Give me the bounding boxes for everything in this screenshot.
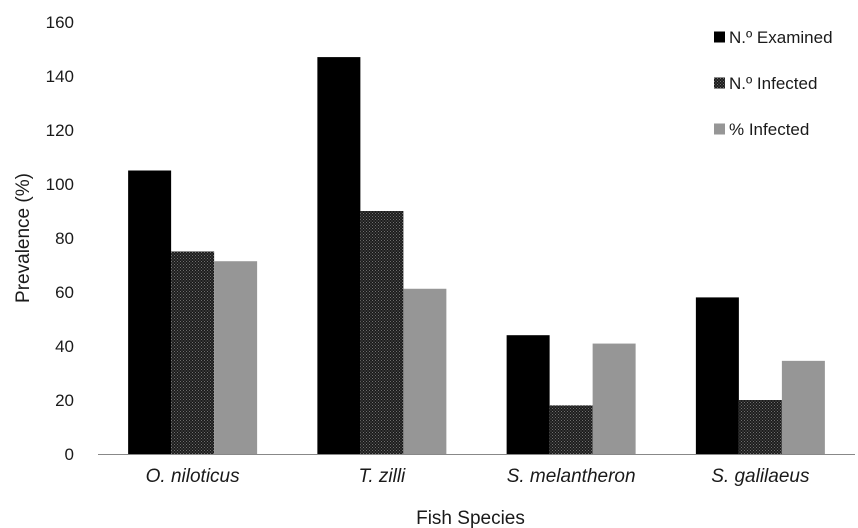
y-tick-label: 20 bbox=[55, 391, 74, 410]
y-tick-label: 100 bbox=[46, 175, 74, 194]
y-tick-label: 0 bbox=[65, 445, 74, 464]
bar-infected bbox=[738, 400, 782, 454]
legend: N.º Examined N.º Infected % Infected bbox=[714, 28, 833, 139]
x-category-label: T. zilli bbox=[358, 466, 406, 487]
y-tick-label: 120 bbox=[46, 121, 74, 140]
legend-swatch bbox=[714, 31, 725, 43]
bar-examined bbox=[695, 297, 739, 454]
bar-examined bbox=[506, 335, 550, 454]
bar-pct-infected bbox=[592, 343, 636, 454]
bar-pct-infected bbox=[403, 288, 447, 454]
y-axis-title: Prevalence (%) bbox=[13, 173, 34, 303]
x-category-label: S. galilaeus bbox=[711, 466, 810, 487]
legend-label: N.º Infected bbox=[729, 74, 817, 93]
y-tick-label: 80 bbox=[55, 229, 74, 248]
bar-infected bbox=[360, 211, 404, 454]
bar-pct-infected bbox=[214, 261, 258, 454]
legend-label: N.º Examined bbox=[729, 28, 833, 47]
y-tick-label: 60 bbox=[55, 283, 74, 302]
y-tick-label: 40 bbox=[55, 337, 74, 356]
legend-swatch bbox=[714, 123, 725, 135]
bars bbox=[128, 57, 825, 454]
bar-infected bbox=[549, 405, 593, 454]
y-tick-label: 140 bbox=[46, 67, 74, 86]
y-axis-ticks: 0 20 40 60 80 100 120 140 160 bbox=[46, 13, 74, 464]
legend-swatch bbox=[714, 77, 725, 89]
bar-infected bbox=[171, 251, 215, 454]
legend-label: % Infected bbox=[729, 120, 809, 139]
bar-examined bbox=[128, 170, 172, 454]
bar-pct-infected bbox=[781, 360, 825, 454]
x-category-label: S. melantheron bbox=[507, 466, 636, 487]
x-axis-title: Fish Species bbox=[416, 508, 525, 528]
y-tick-label: 160 bbox=[46, 13, 74, 32]
x-category-label: O. niloticus bbox=[146, 466, 240, 487]
x-axis-category-labels: O. niloticus T. zilli S. melantheron S. gal… bbox=[146, 466, 810, 487]
bar-examined bbox=[317, 57, 361, 454]
